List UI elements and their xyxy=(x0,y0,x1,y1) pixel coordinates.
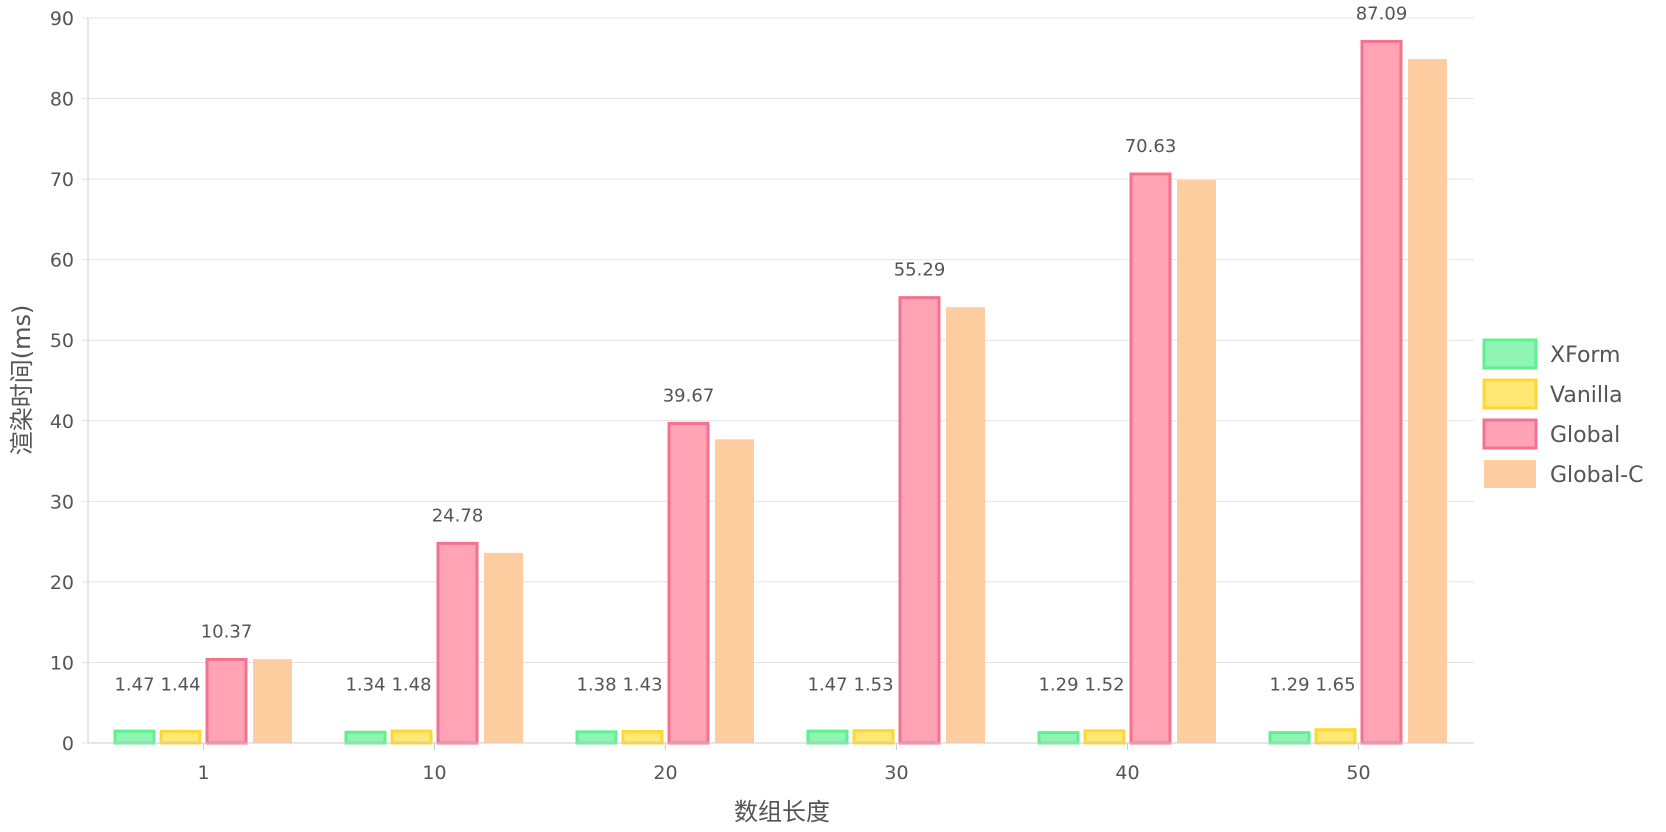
grid-lines xyxy=(82,17,1474,744)
bar-global xyxy=(205,657,248,745)
legend-swatch xyxy=(1482,338,1538,370)
data-label: 1.47 xyxy=(114,675,154,696)
data-label: 1.47 xyxy=(807,675,847,696)
bar-vanilla xyxy=(159,729,202,745)
data-label: 1.53 xyxy=(853,675,893,696)
legend-label: Vanilla xyxy=(1550,383,1623,408)
x-axis-ticks: 1 10 20 30 40 50 xyxy=(197,743,1371,784)
data-label: 1.44 xyxy=(160,675,200,696)
legend-swatch xyxy=(1482,378,1538,410)
data-label: 39.67 xyxy=(663,385,715,406)
legend-label: Global-C xyxy=(1550,463,1643,488)
legend: XForm Vanilla Global Global-C xyxy=(1482,338,1643,488)
legend-label: XForm xyxy=(1550,343,1621,368)
data-label: 1.43 xyxy=(622,675,662,696)
y-tick-label: 0 xyxy=(62,733,74,755)
bar-xform xyxy=(575,730,618,745)
bars xyxy=(113,39,1447,745)
y-axis-ticks: 0 10 20 30 40 50 60 70 80 90 xyxy=(50,8,74,755)
data-label: 1.52 xyxy=(1084,675,1124,696)
y-tick-label: 30 xyxy=(50,491,74,513)
bar-xform xyxy=(344,730,387,745)
bar-xform xyxy=(806,729,849,745)
y-tick-label: 70 xyxy=(50,169,74,191)
bar-global-c xyxy=(484,552,523,743)
data-label: 70.63 xyxy=(1125,136,1177,157)
x-tick-label: 20 xyxy=(653,762,677,784)
legend-swatch xyxy=(1484,460,1536,488)
data-label: 1.29 xyxy=(1038,675,1078,696)
bar-vanilla xyxy=(1314,728,1357,745)
data-label: 10.37 xyxy=(201,621,253,642)
y-tick-label: 10 xyxy=(50,652,74,674)
bar-xform xyxy=(113,729,156,745)
y-axis-title: 渲染时间(ms) xyxy=(8,305,36,456)
y-tick-label: 80 xyxy=(50,89,74,111)
x-tick-label: 1 xyxy=(197,762,209,784)
bar-global xyxy=(898,296,941,745)
bar-global-c xyxy=(1177,179,1216,743)
data-label: 24.78 xyxy=(432,505,484,526)
bar-vanilla xyxy=(1083,729,1126,745)
data-label: 1.38 xyxy=(576,675,616,696)
bar-global xyxy=(436,541,479,745)
bar-vanilla xyxy=(390,729,433,745)
bar-global-c xyxy=(1408,59,1447,744)
x-tick-label: 10 xyxy=(422,762,446,784)
bar-vanilla xyxy=(852,729,895,745)
bar-global xyxy=(667,421,710,745)
bar-xform xyxy=(1268,731,1311,745)
legend-swatch xyxy=(1482,418,1538,450)
data-label: 87.09 xyxy=(1356,3,1408,24)
x-tick-label: 50 xyxy=(1346,762,1370,784)
bar-global-c xyxy=(253,659,292,743)
x-axis-title: 数组长度 xyxy=(734,798,830,826)
data-label: 1.29 xyxy=(1269,675,1309,696)
data-label: 1.48 xyxy=(391,675,431,696)
data-label: 55.29 xyxy=(894,260,946,281)
data-label: 1.65 xyxy=(1315,675,1355,696)
bar-global xyxy=(1129,172,1172,745)
legend-label: Global xyxy=(1550,423,1620,448)
x-tick-label: 30 xyxy=(884,762,908,784)
y-tick-label: 60 xyxy=(50,250,74,272)
bar-vanilla xyxy=(621,729,664,745)
x-tick-label: 40 xyxy=(1115,762,1139,784)
bar-xform xyxy=(1037,731,1080,745)
bar-global-c xyxy=(715,439,754,743)
y-tick-label: 40 xyxy=(50,411,74,433)
data-label: 1.34 xyxy=(345,675,385,696)
y-tick-label: 50 xyxy=(50,330,74,352)
y-tick-label: 90 xyxy=(50,8,74,30)
bar-global-c xyxy=(946,307,985,743)
data-labels: 1.47 1.44 10.37 1.34 1.48 24.78 1.38 1.43 39.67 1… xyxy=(114,3,1407,695)
bar-global xyxy=(1360,39,1403,745)
y-tick-label: 20 xyxy=(50,572,74,594)
